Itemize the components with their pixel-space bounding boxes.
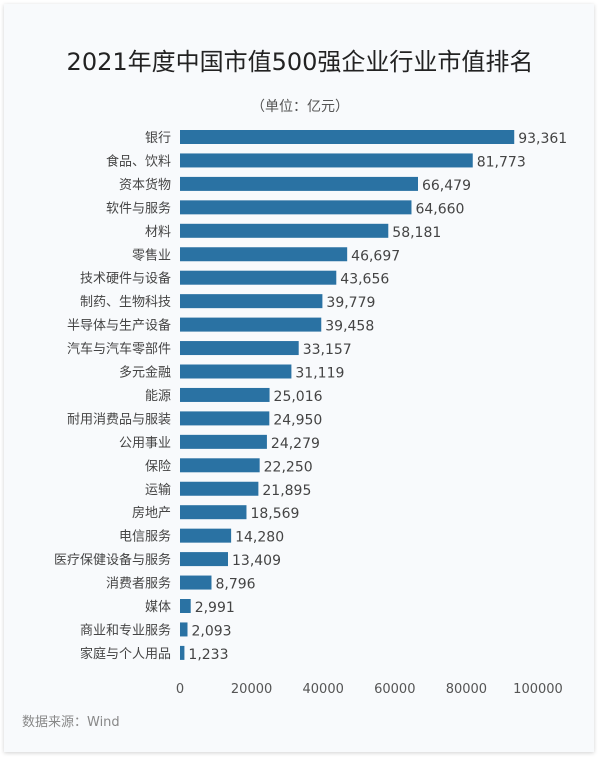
- category-label: 房地产: [132, 505, 171, 521]
- data-label: 2,991: [195, 600, 235, 616]
- chart-card: [4, 4, 594, 752]
- data-label: 39,458: [325, 319, 374, 335]
- category-label: 食品、饮料: [106, 153, 171, 169]
- data-label: 39,779: [326, 295, 375, 311]
- data-label: 8,796: [215, 577, 255, 593]
- bar: [180, 481, 259, 496]
- data-label: 13,409: [232, 553, 281, 569]
- data-label: 18,569: [250, 506, 299, 522]
- data-label: 21,895: [262, 483, 311, 499]
- category-label: 材料: [145, 225, 171, 240]
- bar: [180, 294, 323, 309]
- bar: [180, 270, 337, 285]
- data-label: 46,697: [351, 248, 400, 264]
- bar: [180, 130, 515, 144]
- category-label: 资本货物: [119, 177, 171, 193]
- bar: [180, 434, 267, 449]
- category-label: 保险: [145, 459, 171, 474]
- bar: [180, 505, 247, 520]
- data-label: 22,250: [264, 459, 313, 475]
- bar: [180, 200, 412, 215]
- bar: [180, 317, 322, 332]
- bar: [180, 247, 348, 262]
- category-label: 银行: [145, 131, 171, 146]
- bar: [180, 552, 229, 567]
- category-label: 公用事业: [119, 436, 171, 451]
- category-label: 零售业: [132, 247, 171, 263]
- bar: [180, 575, 212, 590]
- category-label: 软件与服务: [106, 200, 171, 216]
- bar: [180, 364, 292, 379]
- data-label: 2,093: [191, 623, 231, 639]
- x-tick-label: 0: [176, 682, 184, 697]
- bar: [180, 176, 418, 191]
- chart-title: 2021年度中国市值500强企业行业市值排名: [66, 48, 534, 76]
- bar: [180, 599, 191, 613]
- data-label: 66,479: [422, 178, 471, 194]
- data-label: 93,361: [518, 131, 567, 147]
- bar: [180, 153, 473, 168]
- x-tick-label: 40000: [303, 682, 344, 697]
- category-label: 运输: [145, 482, 171, 498]
- data-label: 14,280: [235, 530, 284, 546]
- data-label: 33,157: [303, 342, 352, 358]
- data-label: 24,950: [273, 412, 322, 428]
- category-label: 电信服务: [119, 529, 171, 545]
- data-label: 58,181: [392, 225, 441, 241]
- x-tick-label: 100000: [513, 682, 563, 697]
- category-label: 能源: [145, 389, 171, 404]
- category-label: 媒体: [145, 600, 171, 615]
- data-label: 24,279: [271, 436, 320, 452]
- data-label: 1,233: [188, 647, 228, 663]
- bar: [180, 622, 188, 637]
- category-label: 多元金融: [119, 365, 171, 381]
- data-label: 43,656: [340, 272, 389, 288]
- chart-unit: （单位：亿元）: [251, 99, 349, 115]
- data-source: 数据来源：Wind: [22, 715, 120, 730]
- category-label: 技术硬件与设备: [80, 271, 171, 287]
- bar: [180, 528, 232, 543]
- category-label: 消费者服务: [106, 576, 171, 592]
- bar: [180, 387, 270, 402]
- category-label: 耐用消费品与服装: [67, 412, 171, 427]
- data-label: 81,773: [477, 154, 526, 170]
- data-label: 64,660: [415, 201, 464, 217]
- bar: [180, 223, 389, 238]
- bar: [180, 341, 299, 356]
- category-label: 家庭与个人用品: [80, 646, 171, 662]
- category-label: 汽车与汽车零部件: [67, 341, 171, 357]
- x-tick-label: 80000: [446, 682, 487, 697]
- x-tick-label: 60000: [374, 682, 415, 697]
- category-label: 制药、生物科技: [80, 295, 171, 310]
- data-label: 25,016: [274, 389, 323, 405]
- category-label: 商业和专业服务: [80, 622, 171, 638]
- data-label: 31,119: [295, 366, 344, 382]
- bar: [180, 458, 260, 473]
- bar: [180, 645, 185, 660]
- x-tick-label: 20000: [231, 682, 272, 697]
- category-label: 医疗保健设备与服务: [54, 552, 171, 568]
- category-label: 半导体与生产设备: [67, 318, 171, 334]
- bar: [180, 411, 270, 426]
